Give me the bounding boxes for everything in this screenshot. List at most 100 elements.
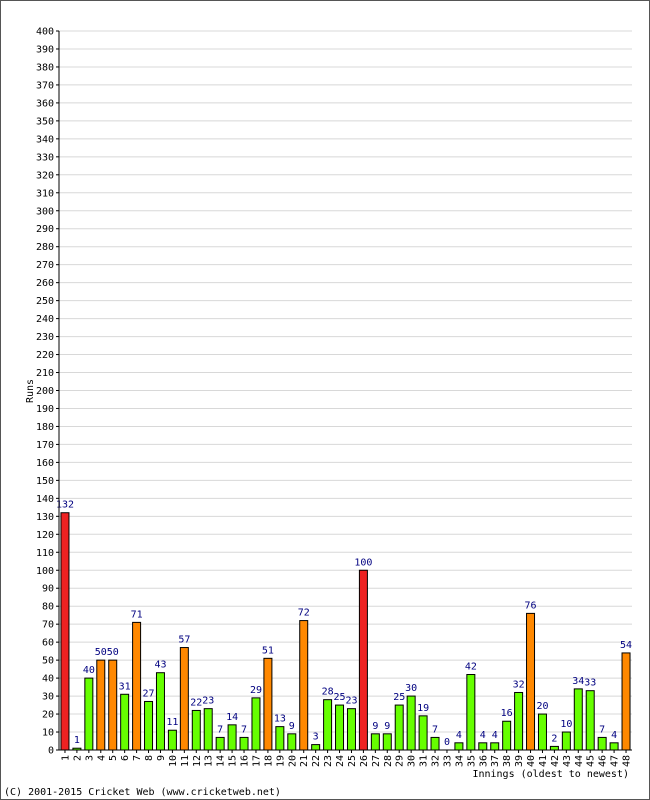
bar-innings-27 — [370, 733, 380, 751]
data-label: 2 — [551, 733, 557, 744]
y-tick-label: 80 — [42, 602, 54, 613]
data-label: 9 — [289, 721, 295, 732]
y-tick-label: 280 — [36, 242, 54, 253]
data-label: 30 — [405, 683, 417, 694]
bar-innings-7 — [132, 621, 142, 751]
x-tick-label: 4 — [96, 755, 107, 761]
bar-innings-9 — [155, 672, 165, 751]
y-tick-label: 230 — [36, 332, 54, 343]
x-tick-label: 11 — [180, 755, 191, 767]
y-tick-label: 330 — [36, 152, 54, 163]
bars — [60, 512, 631, 751]
bar-innings-24 — [335, 704, 345, 751]
data-label: 7 — [217, 724, 223, 735]
data-label: 19 — [417, 703, 429, 714]
y-tick-label: 100 — [36, 566, 54, 577]
data-label: 54 — [620, 640, 632, 651]
y-tick-label: 20 — [42, 710, 54, 721]
x-tick-label: 6 — [120, 755, 131, 761]
x-tick-label: 19 — [275, 755, 286, 767]
bar-innings-12 — [191, 709, 201, 751]
bar-innings-20 — [287, 733, 297, 751]
data-label: 4 — [480, 730, 486, 741]
x-tick-label: 15 — [228, 755, 239, 767]
x-tick-label: 46 — [598, 755, 609, 767]
y-tick-label: 390 — [36, 44, 54, 55]
y-tick-label: 90 — [42, 584, 54, 595]
y-tick-label: 360 — [36, 98, 54, 109]
bar-innings-23 — [323, 699, 333, 751]
x-tick-label: 43 — [562, 755, 573, 767]
data-label: 16 — [501, 708, 513, 719]
data-label: 32 — [513, 679, 525, 690]
bar-innings-17 — [251, 697, 261, 751]
bar-innings-40 — [526, 612, 536, 751]
bar-innings-28 — [382, 733, 392, 751]
y-tick-label: 0 — [48, 746, 54, 757]
bar-innings-21 — [299, 620, 309, 751]
data-label: 51 — [262, 645, 274, 656]
data-label: 10 — [560, 719, 572, 730]
bar-innings-35 — [466, 674, 476, 751]
x-tick-label: 29 — [395, 755, 406, 767]
bar-innings-47 — [609, 742, 619, 751]
data-label: 7 — [599, 724, 605, 735]
y-tick-label: 40 — [42, 674, 54, 685]
y-tick-label: 10 — [42, 728, 54, 739]
y-tick-label: 250 — [36, 296, 54, 307]
x-tick-label: 25 — [347, 755, 358, 767]
x-tick-label: 40 — [526, 755, 537, 767]
x-tick-label: 8 — [144, 755, 155, 761]
x-tick-label: 21 — [299, 755, 310, 767]
data-label: 7 — [241, 724, 247, 735]
bar-innings-37 — [490, 742, 500, 751]
x-tick-label: 42 — [550, 755, 561, 767]
copyright-footer: (C) 2001-2015 Cricket Web (www.cricketwe… — [4, 787, 281, 798]
x-tick-label: 7 — [132, 755, 143, 761]
x-tick-label: 36 — [478, 755, 489, 767]
y-tick-label: 260 — [36, 278, 54, 289]
y-tick-label: 170 — [36, 440, 54, 451]
data-label: 9 — [384, 721, 390, 732]
y-axis-ticks: 0 10 20 30 40 50 60 70 80 90 100 110 120 130 140 150 160… — [36, 27, 59, 757]
data-label: 42 — [465, 662, 477, 673]
data-label: 3 — [313, 732, 319, 743]
x-tick-label: 5 — [108, 755, 119, 761]
data-label: 76 — [525, 600, 537, 611]
y-tick-label: 340 — [36, 134, 54, 145]
data-label: 4 — [456, 730, 462, 741]
data-label: 57 — [178, 635, 190, 646]
x-tick-label: 3 — [84, 755, 95, 761]
x-tick-label: 31 — [419, 755, 430, 767]
data-label: 0 — [444, 737, 450, 748]
bar-innings-10 — [167, 729, 177, 751]
bar-innings-31 — [418, 715, 428, 751]
y-tick-label: 140 — [36, 494, 54, 505]
y-tick-label: 240 — [36, 314, 54, 325]
data-label: 132 — [56, 500, 74, 511]
data-label: 1 — [74, 735, 80, 746]
y-tick-label: 370 — [36, 80, 54, 91]
x-tick-label: 33 — [442, 755, 453, 767]
data-label: 34 — [572, 676, 584, 687]
x-tick-label: 23 — [323, 755, 334, 767]
bar-innings-8 — [144, 700, 154, 751]
x-tick-label: 26 — [359, 755, 370, 767]
bar-innings-6 — [120, 693, 130, 751]
data-label: 11 — [166, 717, 178, 728]
x-axis-ticks: 1 2 3 4 5 6 7 8 9 10 11 12 13 14 15 16 17 18 19 20 21 22 23 24 2… — [60, 750, 633, 767]
x-tick-label: 45 — [586, 755, 597, 767]
bar-innings-15 — [227, 724, 237, 751]
x-tick-label: 9 — [156, 755, 167, 761]
bar-innings-48 — [621, 652, 631, 751]
bar-innings-22 — [311, 744, 321, 751]
data-label: 50 — [95, 647, 107, 658]
y-tick-label: 120 — [36, 530, 54, 541]
bar-innings-46 — [597, 736, 607, 751]
data-label: 25 — [334, 692, 346, 703]
y-tick-label: 300 — [36, 206, 54, 217]
y-tick-label: 30 — [42, 692, 54, 703]
data-label: 23 — [345, 696, 357, 707]
x-tick-label: 37 — [490, 755, 501, 767]
